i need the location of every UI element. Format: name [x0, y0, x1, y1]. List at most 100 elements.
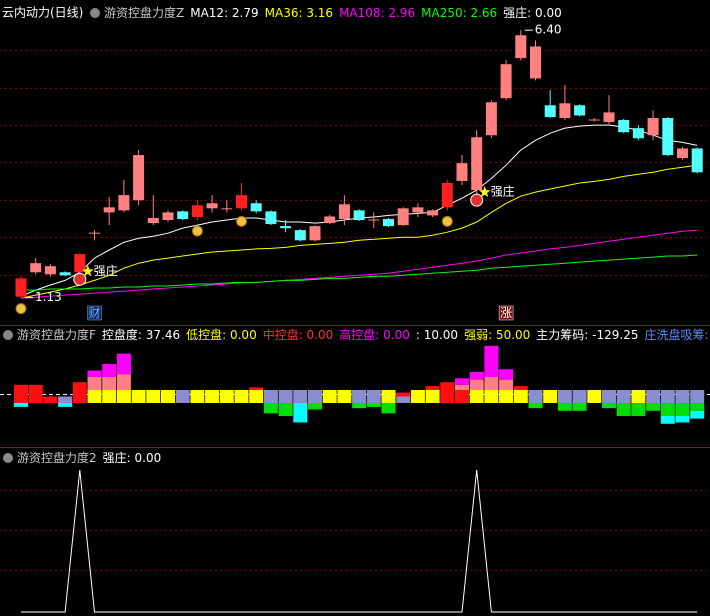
bar-segment	[690, 402, 705, 411]
candle-body	[471, 137, 483, 191]
candle-body	[677, 148, 688, 159]
bar-segment	[631, 390, 646, 403]
event-label: 财	[88, 306, 100, 320]
ma-line	[20, 164, 698, 299]
candle-body	[133, 155, 145, 201]
bar-segment	[602, 390, 616, 403]
candle-body	[30, 263, 42, 273]
candle-body	[294, 230, 306, 241]
bar-segment	[499, 390, 514, 403]
legend-entry: 庄洗盘吸筹: 0.00	[644, 327, 710, 342]
bar-segment	[528, 390, 543, 403]
bar-segment	[572, 402, 587, 411]
bar-segment	[381, 402, 396, 414]
candle-body	[662, 117, 674, 156]
bar-segment	[499, 369, 514, 380]
bar-segment	[660, 402, 675, 416]
money-bag	[441, 215, 453, 227]
bar-segment	[440, 382, 455, 403]
bar-segment	[102, 364, 117, 378]
bar-segment	[337, 390, 352, 403]
bar-segment	[646, 402, 661, 411]
bar-segment	[14, 402, 28, 407]
bar-segment	[631, 402, 646, 416]
bar-segment	[690, 390, 705, 403]
indicator-name: 游资控盘力度2	[17, 450, 97, 465]
bar-segment	[28, 384, 43, 403]
legend-entry: 强庄: 0.00	[103, 450, 162, 465]
line	[21, 469, 698, 613]
bar-segment	[675, 415, 690, 423]
bar-segment	[263, 402, 278, 414]
bar-segment	[484, 345, 499, 378]
bar-segment	[616, 402, 631, 416]
candle-body	[603, 112, 615, 123]
candle-body	[647, 117, 659, 136]
candle-body	[485, 102, 497, 136]
bar-segment	[352, 390, 367, 403]
candle-body	[147, 217, 159, 224]
legend: 游资控盘力度Z MA12: 2.79 MA36: 3.16 MA108: 2.96 MA…	[104, 5, 562, 20]
legend-entry: 主力筹码: -129.25	[536, 328, 638, 342]
signal-dot	[73, 272, 87, 286]
money-bag	[191, 225, 203, 237]
candle-body	[368, 219, 380, 221]
candle-body	[338, 204, 350, 219]
bar-segment	[557, 402, 572, 411]
bar-segment	[116, 374, 131, 390]
candle-body	[309, 226, 321, 241]
candle-body	[89, 232, 100, 234]
candle-body	[559, 103, 571, 118]
bar-segment	[58, 396, 73, 403]
bar-segment	[278, 390, 293, 403]
bar-segment	[352, 402, 367, 409]
event-box	[498, 305, 514, 321]
bar-segment	[205, 390, 220, 403]
bar-segment	[396, 396, 411, 403]
event-box	[87, 305, 102, 321]
header-icon	[3, 8, 100, 463]
bar-segment	[513, 390, 528, 403]
bar-segment	[425, 390, 440, 403]
money-bag	[15, 303, 27, 315]
candle-body	[103, 207, 115, 213]
bar-segment	[469, 390, 484, 403]
bar-segment	[425, 386, 440, 390]
bar-segment	[616, 390, 631, 403]
candle-body	[324, 216, 336, 224]
legend: 游资控盘力度2 强庄: 0.00	[17, 450, 161, 465]
star	[82, 265, 94, 277]
candle-body	[397, 208, 409, 226]
event-label: 涨	[500, 305, 512, 320]
bar-segment	[410, 390, 425, 403]
money-bag	[236, 215, 247, 227]
legend-entry: 高控盘: 0.00	[339, 327, 410, 342]
bar-segment	[396, 392, 411, 397]
bar-segment	[557, 390, 572, 403]
candle-body	[177, 211, 189, 219]
candle-body	[441, 182, 453, 208]
bar-segment	[660, 390, 675, 403]
candle-body	[162, 212, 174, 221]
bar-segment	[455, 390, 469, 403]
icon	[3, 453, 13, 463]
bar-segment	[249, 387, 264, 390]
bar-segment	[58, 402, 73, 407]
bar-segment	[87, 390, 102, 403]
bar-segment	[293, 402, 308, 423]
star	[479, 186, 491, 197]
candle-body	[500, 64, 512, 99]
bar-segment	[278, 402, 293, 416]
bar-segment	[14, 384, 28, 403]
bar-segment	[675, 402, 690, 416]
bar-segment	[455, 378, 469, 385]
bar-segment	[660, 415, 675, 424]
candle-body	[191, 205, 203, 217]
bar-segment	[234, 390, 249, 403]
bar-segment	[131, 390, 146, 403]
annotation: 强庄	[491, 184, 515, 199]
icon	[3, 330, 13, 340]
legend-entry: 控盘度: 37.46	[102, 327, 180, 342]
bar-segment	[87, 377, 102, 390]
candle-body	[59, 272, 71, 276]
